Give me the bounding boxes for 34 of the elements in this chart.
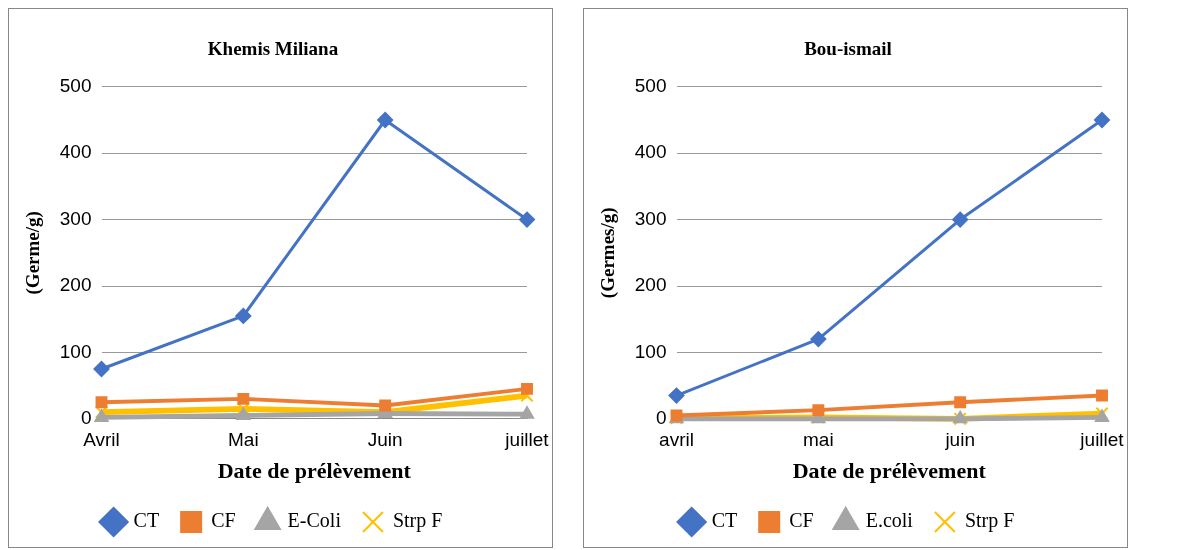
legend-label: CF: [789, 509, 814, 532]
x-tick-label: juillet: [504, 429, 550, 451]
y-tick-label: 100: [59, 340, 92, 362]
x-tick-label: Avril: [83, 429, 120, 451]
y-tick-label: 0: [655, 407, 667, 429]
legend-label: E-Coli: [287, 509, 342, 532]
y-axis-title: (Germes/g): [597, 207, 620, 299]
x-tick-label: Mai: [228, 429, 259, 451]
legend-label: Strp F: [964, 509, 1015, 533]
y-tick-label: 300: [59, 207, 92, 229]
x-tick-label: juin: [944, 429, 975, 451]
x-tick-label: juillet: [1079, 429, 1125, 451]
y-tick-label: 200: [59, 274, 92, 296]
chart-title: Khemis Miliana: [207, 38, 339, 60]
y-tick-label: 500: [634, 75, 667, 97]
y-tick-label: 200: [634, 274, 667, 296]
y-tick-label: 0: [80, 407, 92, 429]
y-tick-label: 400: [59, 141, 92, 163]
legend-label: CF: [211, 509, 236, 532]
y-tick-label: 500: [59, 75, 92, 97]
chart-title: Bou-ismail: [804, 38, 892, 60]
x-tick-label: Juin: [367, 429, 403, 451]
legend-label: Strp F: [392, 509, 443, 533]
x-axis-title: Date de prélèvement: [217, 458, 412, 484]
y-tick-label: 300: [634, 207, 667, 229]
y-tick-label: 400: [634, 141, 667, 163]
x-tick-label: avril: [659, 429, 694, 451]
y-tick-label: 100: [634, 340, 667, 362]
legend-label: E.coli: [865, 509, 914, 532]
legend-label: CT: [711, 509, 738, 532]
x-axis-title: Date de prélèvement: [792, 458, 987, 484]
x-tick-label: mai: [803, 429, 834, 451]
legend-label: CT: [133, 509, 160, 532]
y-axis-title: (Germe/g): [22, 211, 45, 295]
